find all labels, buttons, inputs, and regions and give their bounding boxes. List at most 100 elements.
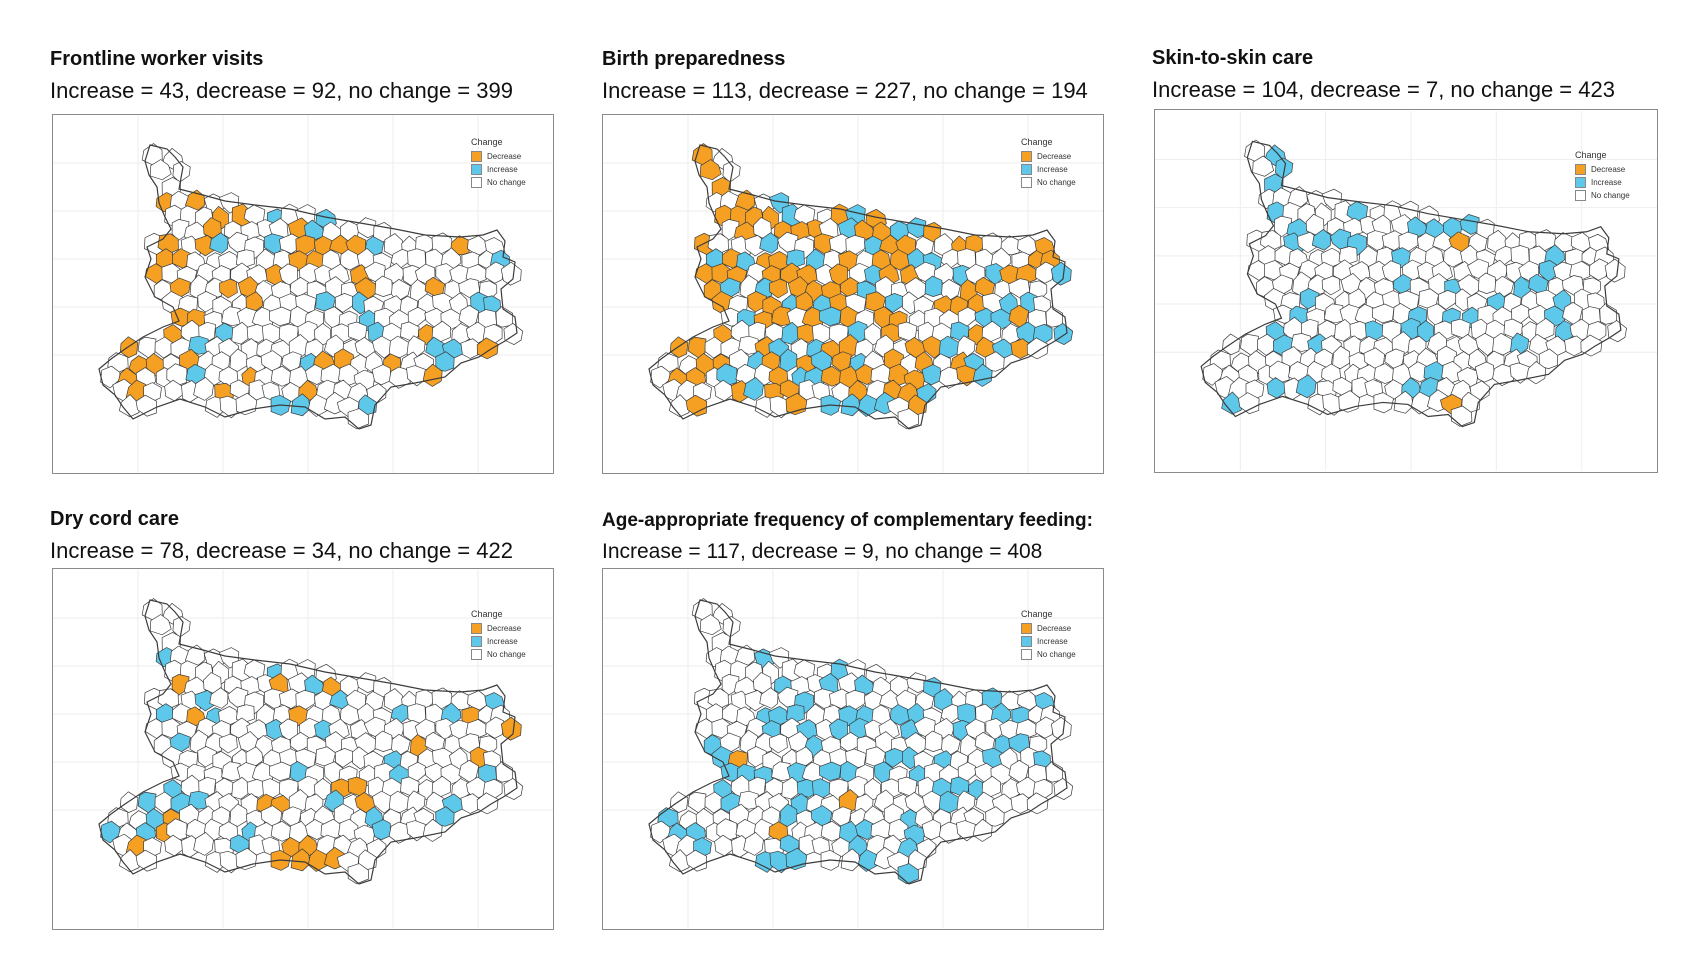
district-no-change [1290, 333, 1312, 352]
district-no-change [356, 217, 377, 239]
district-no-change [209, 687, 229, 709]
district-layer [98, 143, 524, 430]
state-boundary [1200, 140, 1622, 428]
district-no-change [699, 614, 722, 636]
legend-item-decrease: Decrease [471, 622, 526, 635]
panel-title: Birth preparedness [602, 48, 786, 70]
legend-label-decrease: Decrease [487, 152, 522, 161]
legend-item-decrease: Decrease [1575, 163, 1630, 176]
district-decrease [119, 336, 139, 359]
legend-title: Change [471, 137, 503, 147]
choropleth-map [53, 115, 553, 473]
district-no-change [921, 819, 942, 841]
district-no-change [1393, 390, 1414, 414]
district-no-change [100, 365, 121, 389]
district-no-change [500, 261, 522, 286]
legend-swatch-decrease [471, 151, 482, 162]
state-boundary [648, 599, 1068, 885]
district-no-change [985, 806, 1005, 827]
district-no-change [149, 159, 172, 181]
legend-swatch-increase [1575, 177, 1586, 188]
district-no-change [356, 672, 377, 694]
district-no-change [777, 686, 799, 708]
legend-title: Change [471, 609, 503, 619]
legend-label-increase: Increase [1037, 165, 1068, 174]
district-decrease [669, 336, 689, 359]
district-no-change [229, 348, 248, 372]
district-no-change [924, 730, 944, 752]
district-no-change [485, 716, 505, 739]
district-decrease [219, 278, 238, 299]
map-frame: Change Decrease Increase No change [602, 114, 1104, 474]
legend-swatch-no-change [471, 177, 482, 188]
legend-swatch-increase [471, 164, 482, 175]
map-frame: Change Decrease Increase No change [602, 568, 1104, 930]
legend-swatch-no-change [1575, 190, 1586, 201]
legend-swatch-decrease [1021, 623, 1032, 634]
legend-label-decrease: Decrease [1037, 152, 1072, 161]
district-no-change [1474, 361, 1495, 383]
district-increase [921, 364, 942, 386]
legend-label-increase: Increase [1037, 637, 1068, 646]
district-increase [435, 351, 455, 372]
legend-label-increase: Increase [1591, 178, 1622, 187]
choropleth-map [1155, 111, 1657, 471]
district-no-change [743, 831, 764, 856]
district-layer [648, 598, 1074, 885]
district-decrease [769, 278, 788, 299]
panel-stats: Increase = 78, decrease = 34, no change … [50, 538, 513, 563]
district-increase [779, 803, 798, 827]
legend-label-no-change: No change [487, 178, 526, 187]
legend-swatch-no-change [471, 649, 482, 660]
district-no-change [229, 803, 248, 827]
map-legend: Change Decrease Increase No change [1575, 150, 1630, 202]
district-increase [209, 232, 229, 254]
panel-stats: Increase = 113, decrease = 227, no chang… [602, 78, 1088, 103]
district-no-change [495, 761, 514, 783]
district-no-change [227, 231, 249, 253]
district-increase [435, 806, 455, 827]
district-increase [779, 348, 798, 372]
district-increase [188, 790, 210, 810]
panel-title: Dry cord care [50, 508, 179, 530]
district-layer [648, 143, 1074, 430]
district-increase [1299, 287, 1320, 310]
district-increase [924, 275, 944, 297]
legend-item-increase: Increase [1021, 163, 1076, 176]
legend-swatch-increase [1021, 636, 1032, 647]
legend-swatch-decrease [1021, 151, 1032, 162]
district-increase [743, 376, 764, 401]
legend-item-increase: Increase [1021, 635, 1076, 648]
district-no-change [650, 365, 671, 389]
state-boundary [98, 599, 518, 885]
district-increase [1050, 261, 1072, 286]
legend-swatch-increase [1021, 164, 1032, 175]
map-frame: Change Decrease Increase No change [52, 114, 554, 474]
legend-title: Change [1021, 609, 1053, 619]
district-no-change [197, 746, 217, 768]
district-no-change [1050, 716, 1072, 741]
district-increase [1329, 228, 1352, 250]
district-no-change [1564, 335, 1585, 357]
legend-title: Change [1021, 137, 1053, 147]
district-no-change [1332, 345, 1351, 370]
district-no-change [1010, 793, 1031, 814]
district-no-change [747, 746, 767, 768]
legend-label-decrease: Decrease [487, 624, 522, 633]
legend-swatch-no-change [1021, 649, 1032, 660]
state-boundary [648, 144, 1068, 430]
panel-stats: Increase = 104, decrease = 7, no change … [1152, 77, 1615, 102]
district-layer [1200, 139, 1627, 428]
district-no-change [840, 848, 861, 872]
district-no-change [221, 306, 241, 327]
legend-label-increase: Increase [487, 165, 518, 174]
district-no-change [771, 761, 791, 782]
district-no-change [119, 791, 139, 814]
district-no-change [1222, 333, 1241, 356]
map-legend: Change Decrease Increase No change [471, 609, 526, 661]
state-boundary [98, 144, 518, 430]
map-legend: Change Decrease Increase No change [1021, 137, 1076, 189]
legend-item-decrease: Decrease [471, 150, 526, 163]
district-increase [906, 217, 927, 239]
panel-stats: Increase = 43, decrease = 92, no change … [50, 78, 513, 103]
